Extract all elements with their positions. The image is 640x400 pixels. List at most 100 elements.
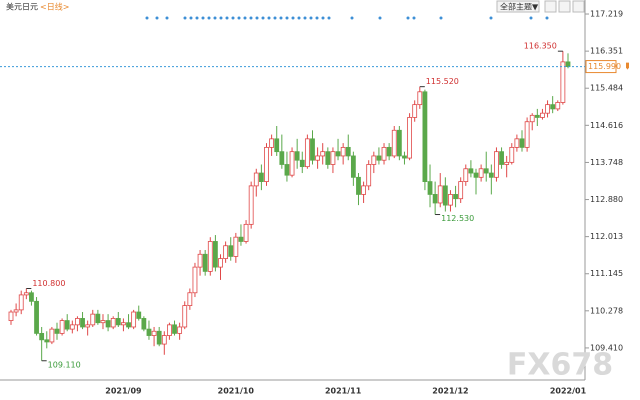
candle-body: [371, 155, 377, 165]
candle-body: [156, 330, 162, 345]
candle-body: [243, 223, 249, 242]
candle-body: [161, 335, 167, 345]
candle-body: [560, 61, 566, 103]
candle-body: [555, 102, 561, 110]
candle-body: [75, 318, 80, 326]
candle-body: [330, 151, 336, 165]
theme-button[interactable]: [496, 0, 540, 13]
candle-body: [509, 146, 515, 163]
y-tick-label: 110.278: [590, 306, 623, 315]
candle-body: [335, 151, 341, 157]
theme-button-label[interactable]: 全部主题▼: [500, 2, 539, 12]
candle-body: [269, 138, 275, 148]
candle-body: [13, 309, 19, 313]
chart-title: 美元日元: [6, 2, 38, 12]
tool-button[interactable]: [558, 0, 571, 13]
candle-body: [315, 155, 321, 161]
candle-body: [376, 155, 382, 161]
candle-body: [110, 318, 116, 328]
candle-body: [279, 151, 285, 165]
candle-body: [524, 121, 530, 148]
candle-body: [44, 339, 50, 343]
candle-body: [218, 258, 223, 268]
candle-body: [299, 159, 305, 168]
candle-body: [550, 104, 556, 110]
candle-body: [248, 185, 254, 225]
y-tick-label: 112.013: [590, 232, 623, 241]
annotation-label: 115.520: [426, 77, 459, 86]
y-tick-label: 114.616: [590, 121, 623, 130]
candle-body: [23, 292, 29, 296]
candle-body: [121, 322, 126, 326]
tool-button[interactable]: [544, 0, 557, 13]
x-tick-label: 2021/11: [325, 387, 362, 396]
y-tick-label: 112.880: [590, 195, 623, 204]
candle-body: [448, 194, 453, 206]
candle-body: [182, 305, 188, 328]
candle-body: [253, 172, 259, 187]
candle-body: [412, 104, 418, 118]
candle-body: [504, 161, 510, 165]
candle-body: [284, 164, 290, 176]
candle-body: [396, 129, 402, 157]
candle-body: [64, 320, 70, 330]
candle-body: [453, 194, 458, 200]
candle-body: [417, 91, 423, 106]
candle-body: [39, 332, 45, 341]
candle-body: [304, 138, 310, 168]
y-tick-label: 117.219: [590, 10, 623, 19]
candle-body: [54, 328, 60, 334]
candle-body: [356, 176, 361, 195]
candle-body: [258, 172, 264, 182]
candle-body: [519, 138, 525, 148]
last-price-label: 115.990: [588, 62, 621, 71]
candle-body: [100, 320, 106, 324]
candle-body: [80, 318, 85, 328]
candle-body: [442, 185, 448, 206]
candle-body: [85, 324, 91, 328]
annotation-label: 109.110: [48, 360, 81, 369]
period-label[interactable]: <日线>: [40, 2, 69, 12]
candle-body: [361, 185, 366, 195]
event-markers: [145, 16, 549, 20]
candle-body: [483, 168, 489, 174]
candle-body: [310, 138, 315, 161]
candle-body: [95, 313, 101, 324]
candle-body: [494, 151, 499, 178]
candle-body: [105, 320, 111, 328]
candle-body: [529, 114, 535, 123]
candle-body: [345, 146, 351, 157]
candle-body: [8, 311, 14, 321]
x-tick-label: 2021/12: [432, 387, 468, 396]
candle-body: [223, 245, 229, 259]
candle-body: [294, 151, 300, 161]
candle-body: [141, 318, 147, 330]
candle-body: [167, 324, 172, 336]
annotation-label: 112.530: [441, 214, 474, 223]
candle-body: [488, 172, 494, 178]
candle-body: [197, 253, 203, 268]
candle-body: [59, 320, 65, 334]
candle-body: [146, 328, 152, 336]
candle-body: [49, 328, 55, 343]
tool-button[interactable]: [572, 0, 585, 13]
candle-body: [386, 146, 392, 157]
candle-body: [534, 114, 540, 118]
candle-body: [540, 112, 545, 118]
candle-body: [402, 155, 407, 159]
candle-body: [131, 311, 137, 328]
candle-body: [18, 294, 24, 311]
candle-body: [381, 146, 387, 161]
last-price-marker: [626, 62, 629, 70]
candle-body: [427, 181, 433, 195]
candle-body: [177, 326, 183, 334]
candle-body: [463, 168, 469, 182]
candle-body: [366, 164, 372, 187]
candle-body: [545, 104, 550, 114]
candle-body: [228, 245, 234, 257]
candle-body: [514, 138, 520, 148]
candle-body: [90, 313, 96, 326]
candle-body: [69, 324, 75, 330]
candle-body: [264, 146, 269, 182]
